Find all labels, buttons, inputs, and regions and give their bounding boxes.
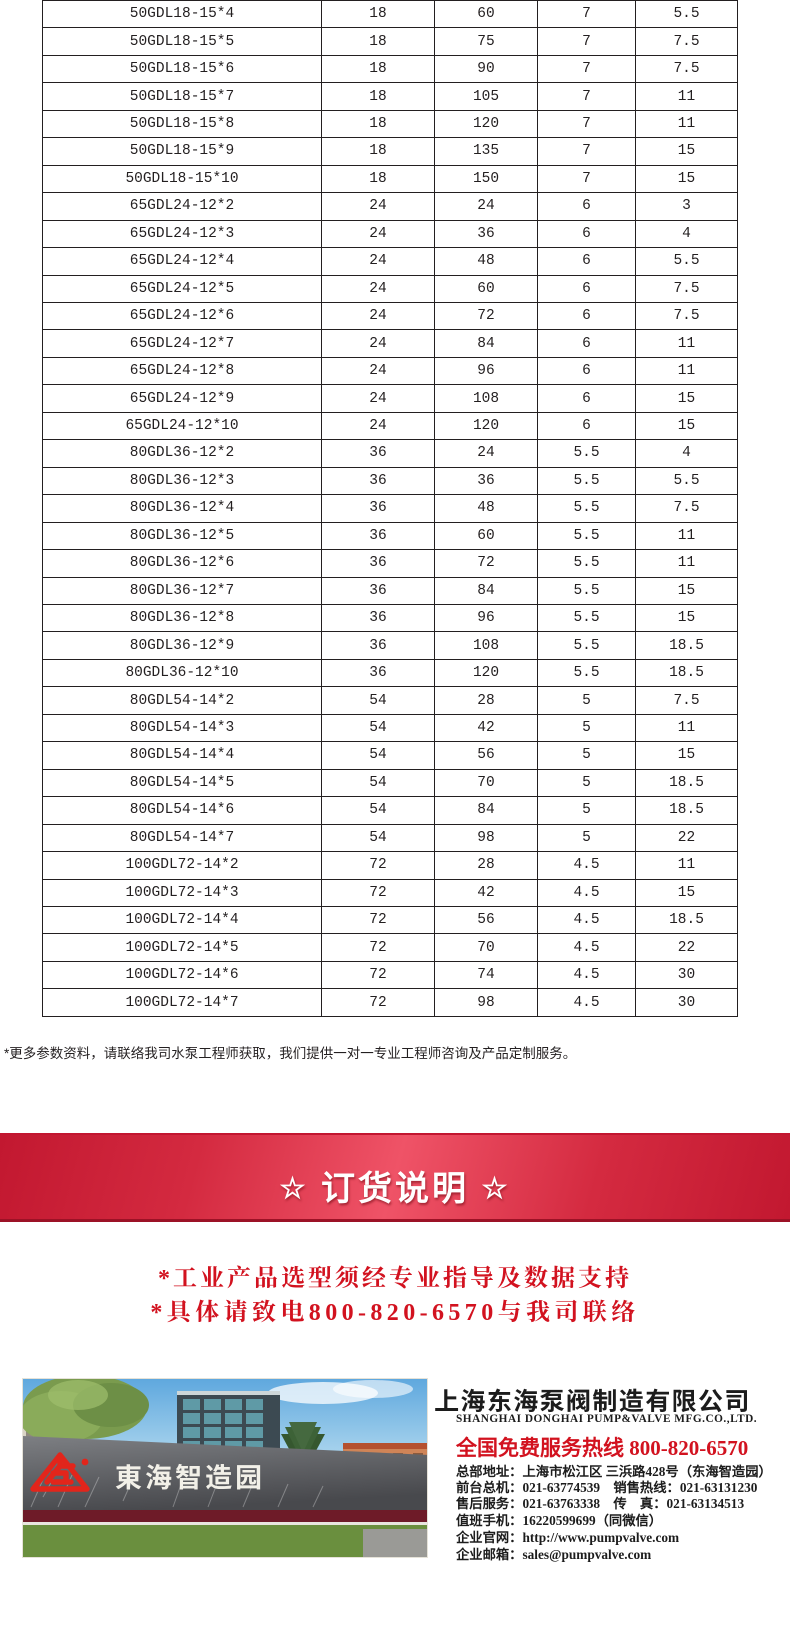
svg-text:東海智造园: 東海智造园	[115, 1463, 265, 1493]
